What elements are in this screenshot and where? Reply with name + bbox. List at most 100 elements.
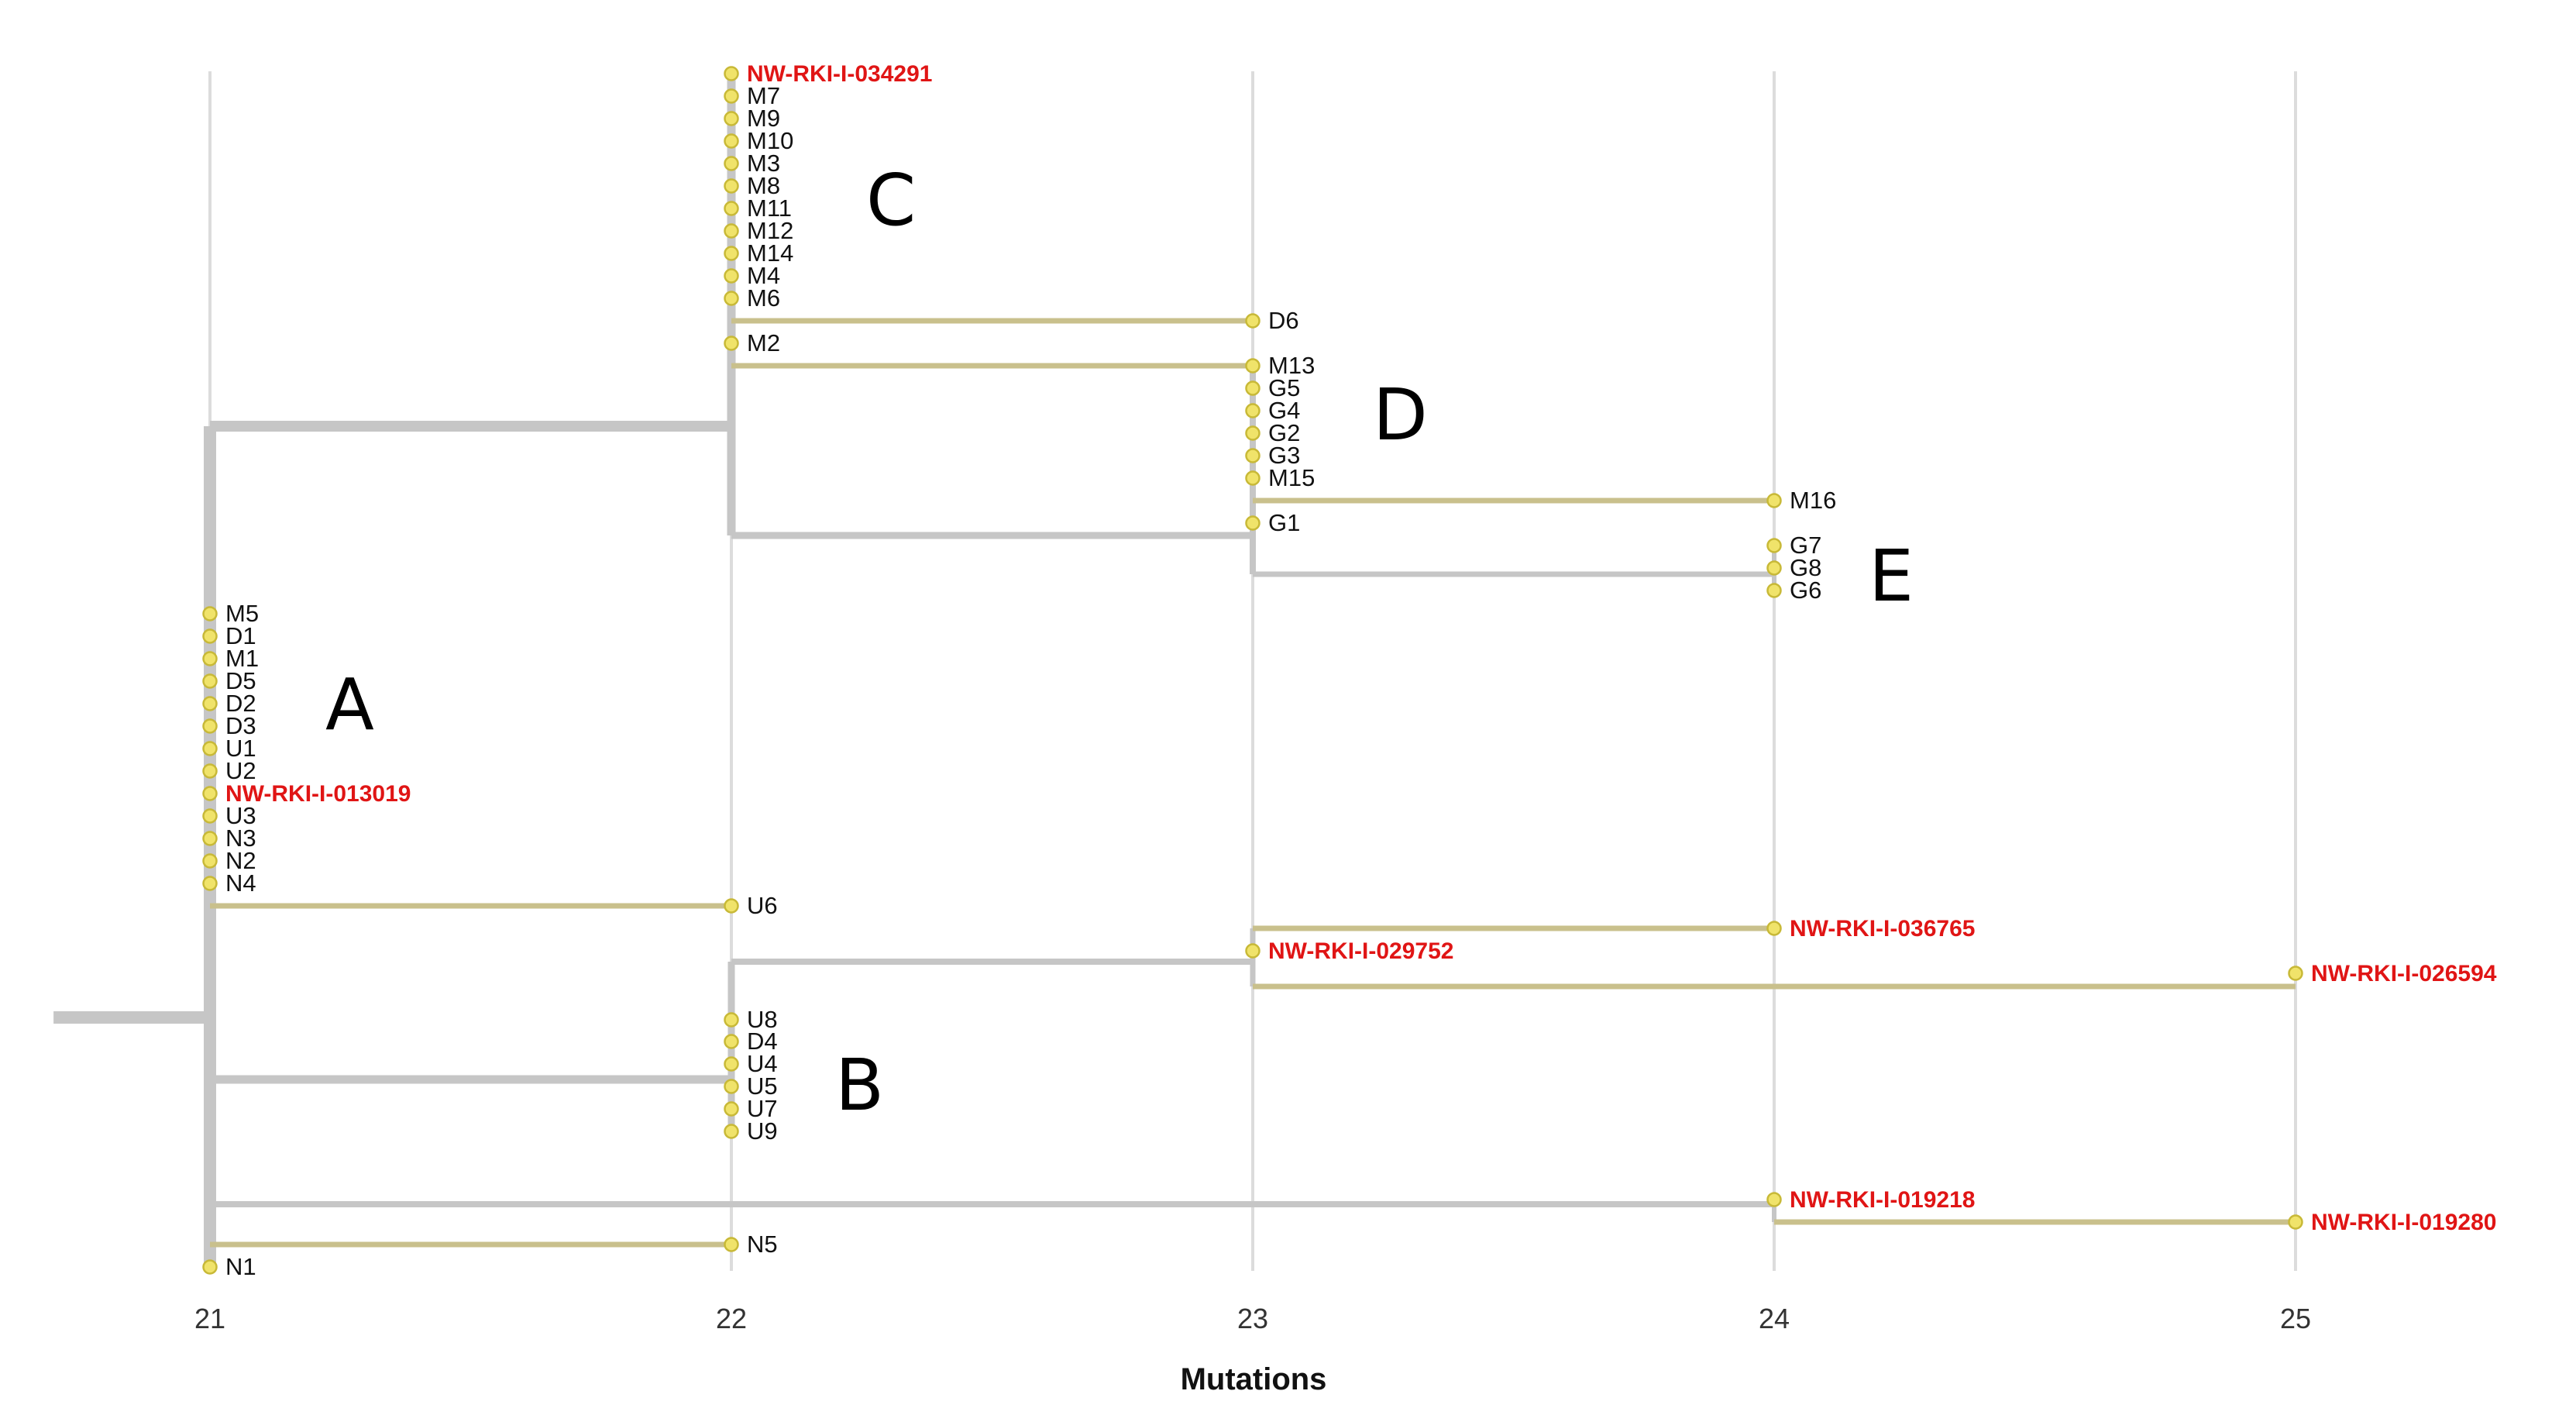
tip-label-nw-rki-i-013019: NW-RKI-I-013019 <box>225 781 411 807</box>
tip-label-u5: U5 <box>747 1072 778 1100</box>
tip-label-nw-rki-i-029752: NW-RKI-I-029752 <box>1268 938 1453 964</box>
tip-label-n5: N5 <box>747 1231 778 1258</box>
tip-dot-u5 <box>724 1079 739 1094</box>
tip-dot-n3 <box>202 831 218 846</box>
tip-dot-n5 <box>724 1237 739 1252</box>
tip-label-m10: M10 <box>747 127 793 154</box>
tip-dot-m6 <box>724 291 739 306</box>
x-axis: 21 22 23 24 25 <box>194 1303 2311 1334</box>
tip-label-m13: M13 <box>1268 352 1315 379</box>
tip-label-m15: M15 <box>1268 464 1315 491</box>
tip-dot-nw-rki-i-029752 <box>1245 943 1260 959</box>
tip-dot-g4 <box>1245 403 1260 418</box>
tip-dot-u1 <box>202 741 218 756</box>
tip-label-m2: M2 <box>747 329 780 356</box>
tip-dot-u8 <box>724 1012 739 1028</box>
tip-label-m12: M12 <box>747 217 793 244</box>
clade-label-e: E <box>1869 535 1914 618</box>
tip-label-n1: N1 <box>225 1253 256 1280</box>
tip-dot-nw-rki-i-026594 <box>2288 966 2303 981</box>
tip-dot-g3 <box>1245 448 1260 463</box>
tip-dot-d4 <box>724 1034 739 1049</box>
tip-dot-n4 <box>202 876 218 891</box>
tip-dot-m7 <box>724 88 739 104</box>
tip-dot-m8 <box>724 178 739 194</box>
tip-dot-n1 <box>202 1259 218 1275</box>
tip-label-u3: U3 <box>225 802 256 829</box>
x-tick-label-22: 22 <box>716 1303 747 1334</box>
tip-label-m3: M3 <box>747 150 780 177</box>
tip-label-d3: D3 <box>225 712 256 739</box>
tip-dot-m15 <box>1245 470 1260 486</box>
tip-label-m5: M5 <box>225 600 259 627</box>
tip-label-d4: D4 <box>747 1028 778 1055</box>
tip-label-nw-rki-i-019280: NW-RKI-I-019280 <box>2311 1210 2496 1235</box>
tip-dot-m12 <box>724 223 739 239</box>
tip-dot-m13 <box>1245 358 1260 374</box>
tip-dot-nw-rki-i-036765 <box>1766 921 1782 936</box>
tip-dot-m1 <box>202 651 218 666</box>
tip-label-n3: N3 <box>225 825 256 852</box>
tip-dot-m9 <box>724 111 739 126</box>
tip-dot-n2 <box>202 853 218 869</box>
tip-label-g4: G4 <box>1268 397 1300 424</box>
clade-label-b: B <box>835 1044 884 1127</box>
tip-label-g6: G6 <box>1790 577 1821 604</box>
tip-dot-u4 <box>724 1056 739 1072</box>
tip-label-u9: U9 <box>747 1117 778 1145</box>
x-tick-label-23: 23 <box>1237 1303 1268 1334</box>
tip-label-g5: G5 <box>1268 374 1300 401</box>
tip-dot-g8 <box>1766 560 1782 576</box>
tip-label-m14: M14 <box>747 239 793 267</box>
tip-label-g7: G7 <box>1790 532 1821 559</box>
x-tick-label-25: 25 <box>2280 1303 2311 1334</box>
clade-labels: A B C D E <box>325 159 1914 1127</box>
tip-dot-m14 <box>724 246 739 261</box>
tip-label-m8: M8 <box>747 172 780 199</box>
tip-dot-d5 <box>202 673 218 689</box>
tip-label-g1: G1 <box>1268 509 1300 536</box>
tip-label-d2: D2 <box>225 690 256 717</box>
tip-dot-m4 <box>724 268 739 284</box>
tip-label-u8: U8 <box>747 1006 778 1033</box>
tip-label-u1: U1 <box>225 735 256 762</box>
tip-dot-d2 <box>202 696 218 711</box>
tip-dot-g5 <box>1245 380 1260 396</box>
x-axis-title: Mutations <box>1181 1362 1327 1396</box>
tip-dot-u7 <box>724 1101 739 1117</box>
tip-dot-m10 <box>724 133 739 149</box>
tip-label-nw-rki-i-034291: NW-RKI-I-034291 <box>747 61 932 87</box>
tip-dot-nw-rki-i-013019 <box>202 786 218 801</box>
tip-label-m7: M7 <box>747 82 780 109</box>
tip-dot-g7 <box>1766 538 1782 553</box>
tip-label-u7: U7 <box>747 1095 778 1122</box>
tip-label-m1: M1 <box>225 645 259 672</box>
tip-dot-nw-rki-i-019280 <box>2288 1214 2303 1230</box>
tip-dot-g2 <box>1245 425 1260 441</box>
tip-dot-nw-rki-i-034291 <box>724 66 739 81</box>
tip-label-nw-rki-i-026594: NW-RKI-I-026594 <box>2311 961 2497 986</box>
tip-label-nw-rki-i-036765: NW-RKI-I-036765 <box>1790 916 1975 942</box>
tip-dot-d3 <box>202 718 218 734</box>
tip-label-m16: M16 <box>1790 487 1836 514</box>
tip-label-g2: G2 <box>1268 419 1300 446</box>
tree-branches <box>53 74 2296 1271</box>
tip-label-m4: M4 <box>747 262 780 289</box>
tip-label-d1: D1 <box>225 622 256 649</box>
x-tick-label-24: 24 <box>1759 1303 1790 1334</box>
tip-label-n4: N4 <box>225 869 256 897</box>
x-tick-label-21: 21 <box>194 1303 225 1334</box>
tip-dot-m5 <box>202 606 218 621</box>
tip-label-m6: M6 <box>747 284 780 312</box>
tip-label-d5: D5 <box>225 667 256 694</box>
tip-dot-u9 <box>724 1124 739 1139</box>
tip-label-u2: U2 <box>225 757 256 784</box>
tip-dot-u2 <box>202 763 218 779</box>
tip-dot-g1 <box>1245 515 1260 531</box>
tip-label-nw-rki-i-019218: NW-RKI-I-019218 <box>1790 1187 1975 1213</box>
tip-dot-d6 <box>1245 313 1260 329</box>
tip-dot-u3 <box>202 808 218 824</box>
tip-label-n2: N2 <box>225 847 256 874</box>
